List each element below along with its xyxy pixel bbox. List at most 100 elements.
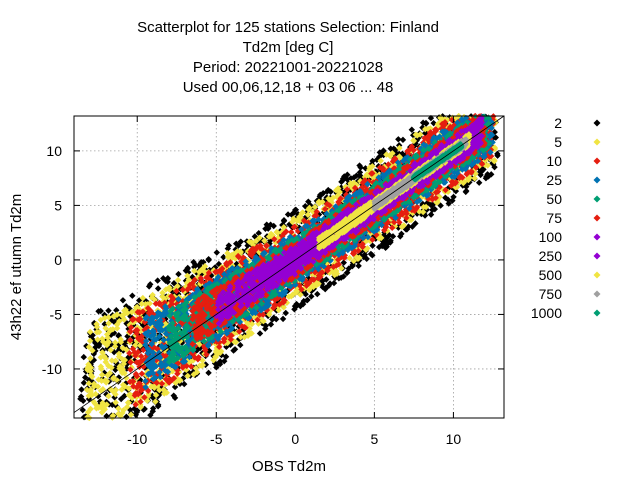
scatter-point [221, 357, 228, 365]
scatter-point [330, 279, 338, 287]
scatter-point [376, 149, 384, 156]
scatter-point [292, 206, 300, 214]
scatter-point [419, 124, 426, 131]
scatter-point [220, 253, 227, 261]
chart-title: Scatterplot for 125 stations Selection: … [137, 19, 439, 96]
scatter-point [369, 242, 376, 249]
scatter-point [205, 255, 212, 263]
scatter-point [483, 173, 490, 180]
scatter-point [143, 373, 150, 380]
scatter-point [119, 297, 127, 304]
scatter-point [266, 240, 273, 247]
scatter-point [322, 285, 329, 293]
scatter-point [233, 240, 240, 247]
scatter-point [237, 341, 244, 349]
scatter-point [262, 325, 269, 332]
scatter-point [343, 176, 351, 183]
scatter-point [129, 292, 136, 299]
scatter-point [256, 330, 264, 337]
scatter-point [367, 250, 375, 258]
scatter-point [380, 147, 387, 154]
scatter-point [397, 233, 404, 240]
scatter-point [450, 193, 457, 201]
scatter-point [437, 202, 444, 209]
scatter-point [340, 273, 347, 280]
scatter-point [103, 391, 110, 398]
scatter-point [171, 394, 179, 402]
scatter-point [344, 171, 351, 178]
scatter-point [230, 347, 237, 354]
scatter-point [462, 188, 469, 196]
scatter-point [427, 211, 435, 218]
scatter-point [389, 233, 397, 240]
scatter-point [489, 159, 496, 167]
scatter-point [445, 200, 452, 207]
scatter-point [240, 326, 247, 333]
scatter-point [286, 221, 293, 228]
scatter-point [475, 179, 483, 186]
scatter-point [269, 316, 276, 323]
scatter-point [154, 277, 161, 284]
scatter-point [383, 243, 390, 250]
scatter-point [353, 172, 360, 179]
scatter-point [113, 307, 120, 314]
scatter-point [421, 130, 429, 137]
scatter-point [224, 245, 232, 252]
scatter-point [429, 206, 436, 214]
scatter-point [205, 369, 212, 377]
scatter-point [408, 126, 416, 133]
scatter-point [80, 353, 87, 361]
scatter-point [145, 283, 153, 290]
scatter-point [175, 270, 182, 278]
scatter-point [160, 275, 167, 282]
scatter-point [427, 201, 435, 209]
scatter-point [97, 307, 104, 315]
scatter-point [327, 188, 334, 195]
scatter-point [387, 237, 394, 244]
scatter-point [181, 380, 188, 388]
scatter-point [85, 395, 93, 403]
scatter-point [191, 263, 198, 271]
scatter-point [494, 152, 501, 159]
scatter-point [314, 290, 321, 298]
scatter-point [399, 136, 407, 144]
scatter-point [317, 191, 324, 199]
scatter-point [280, 217, 288, 225]
scatter-point [430, 119, 437, 127]
scatter-point [288, 211, 295, 218]
scatter-point [298, 301, 305, 308]
scatter-point [251, 233, 259, 240]
scatter-point [442, 194, 449, 201]
scatter-point [82, 374, 89, 381]
title-line: Period: 20221001-20221028 [193, 59, 383, 76]
scatter-point [92, 343, 99, 351]
scatter-point [110, 318, 118, 325]
title-line: Used 00,06,12,18 + 03 06 ... 48 [183, 79, 394, 96]
scatter-point [184, 265, 191, 273]
scatter-point [198, 285, 205, 292]
scatter-point [491, 163, 498, 171]
scatter-point [117, 395, 125, 403]
scatter-point [412, 220, 419, 227]
scatter-point [237, 238, 244, 245]
scatter-point [171, 383, 179, 391]
scatter-point [217, 358, 224, 365]
scatter-point [383, 235, 390, 242]
scatter-point [340, 259, 347, 266]
scatter-point [284, 211, 292, 218]
title-line: Td2m [deg C] [243, 39, 334, 56]
scatter-point [282, 309, 289, 317]
scatter-point [477, 168, 484, 176]
scatter-point [80, 397, 87, 405]
scatter-point [422, 120, 430, 127]
scatter-point [375, 243, 383, 251]
scatter-point [198, 259, 205, 266]
data-points [77, 112, 501, 422]
scatter-point [80, 379, 88, 387]
scatter-point [105, 307, 112, 314]
scatter-point [79, 406, 86, 414]
scatter-point [90, 336, 97, 344]
scatter-point [121, 392, 128, 400]
scatter-point [255, 229, 262, 237]
